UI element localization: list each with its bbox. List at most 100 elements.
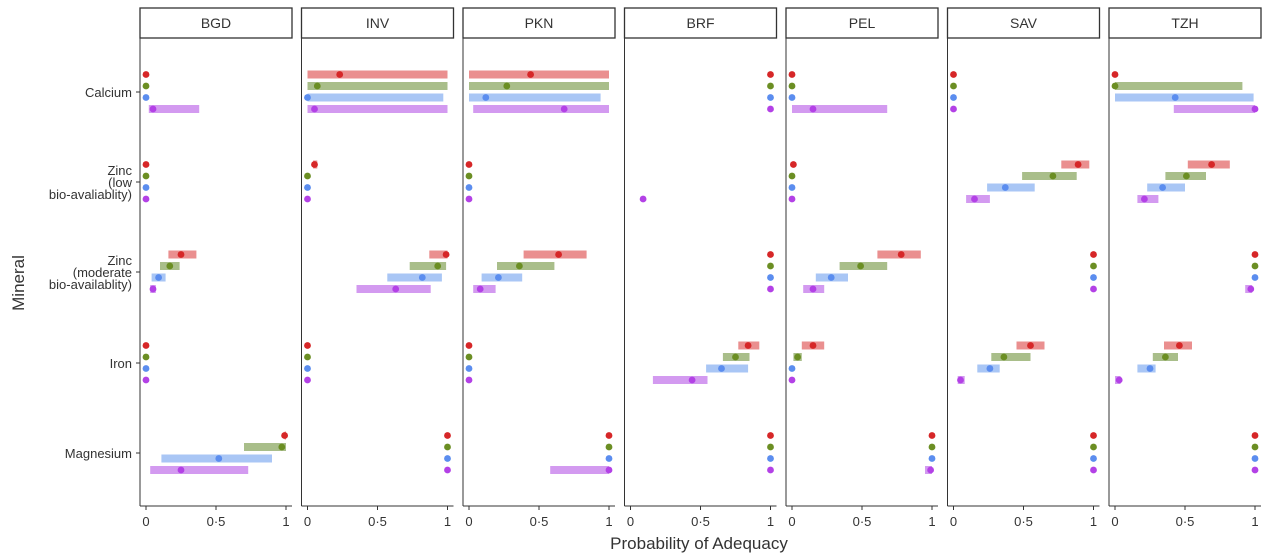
- estimate-point: [278, 443, 286, 451]
- interval-bar: [473, 105, 609, 113]
- estimate-point: [1146, 365, 1154, 372]
- estimate-point: [928, 455, 936, 462]
- x-tick-label: 0: [465, 514, 472, 529]
- estimate-point: [465, 195, 473, 203]
- x-tick-label: 1: [282, 514, 289, 529]
- mineral-label: Calcium: [85, 85, 132, 100]
- estimate-point: [142, 71, 150, 78]
- estimate-point: [1176, 342, 1183, 349]
- estimate-point: [177, 466, 185, 474]
- mineral-label: Iron: [110, 356, 132, 371]
- interval-bar: [550, 466, 609, 474]
- estimate-point: [1000, 353, 1008, 361]
- estimate-point: [1251, 274, 1259, 281]
- estimate-point: [639, 195, 647, 203]
- interval-bar: [706, 364, 749, 373]
- interval-bar: [481, 273, 523, 282]
- estimate-point: [560, 105, 568, 113]
- estimate-point: [1090, 455, 1097, 462]
- estimate-point: [444, 432, 451, 439]
- interval-bar: [469, 82, 609, 90]
- estimate-point: [767, 443, 774, 451]
- estimate-point: [142, 376, 150, 384]
- estimate-point: [1090, 285, 1097, 293]
- estimate-point: [950, 82, 957, 90]
- estimate-point: [794, 353, 801, 361]
- facet-strip: [946, 7, 1101, 39]
- x-axis-title: Probability of Adequacy: [610, 534, 788, 553]
- estimate-point: [465, 353, 473, 361]
- mineral-label: Zinc: [107, 163, 132, 178]
- facet-tzh: TZH 0 0·5 1: [1108, 7, 1262, 529]
- estimate-point: [465, 172, 473, 180]
- estimate-point: [790, 161, 797, 168]
- interval-bar: [991, 353, 1031, 361]
- x-tick-label: 1: [605, 514, 612, 529]
- facet-strip: [462, 7, 616, 39]
- estimate-point: [281, 432, 288, 439]
- estimate-point: [304, 195, 311, 203]
- estimate-point: [957, 376, 964, 384]
- estimate-point: [605, 443, 613, 451]
- estimate-point: [304, 365, 311, 372]
- estimate-point: [1251, 432, 1259, 439]
- estimate-point: [1162, 353, 1169, 361]
- estimate-point: [788, 82, 796, 90]
- estimate-point: [1090, 251, 1097, 258]
- estimate-point: [605, 432, 613, 439]
- estimate-point: [392, 285, 400, 293]
- interval-bar: [307, 93, 444, 102]
- estimate-point: [1251, 105, 1259, 113]
- interval-bar: [497, 262, 555, 270]
- x-tick-label: 0·5: [530, 514, 549, 529]
- estimate-point: [986, 365, 994, 372]
- estimate-point: [1247, 285, 1255, 293]
- estimate-point: [166, 262, 174, 270]
- x-tick-label: 0·5: [207, 514, 226, 529]
- estimate-point: [1251, 455, 1259, 462]
- estimate-point: [767, 82, 774, 90]
- estimate-point: [177, 251, 185, 258]
- estimate-point: [767, 71, 774, 78]
- estimate-point: [688, 376, 696, 384]
- estimate-point: [149, 105, 157, 113]
- facet-strip: [785, 7, 939, 39]
- facet-inv: INV 0 0·5 1: [300, 7, 455, 529]
- estimate-point: [1049, 172, 1057, 180]
- estimate-point: [767, 285, 774, 293]
- estimate-point: [311, 105, 318, 113]
- estimate-point: [313, 82, 321, 90]
- estimate-point: [1159, 184, 1166, 191]
- estimate-point: [304, 172, 311, 180]
- estimate-point: [434, 262, 442, 270]
- x-tick-label: 0·5: [1014, 514, 1033, 529]
- estimate-point: [809, 105, 817, 113]
- interval-bar: [429, 250, 448, 259]
- estimate-point: [788, 71, 796, 78]
- estimate-point: [767, 105, 774, 113]
- estimate-point: [605, 466, 613, 474]
- estimate-point: [418, 274, 426, 281]
- interval-bar: [409, 262, 447, 270]
- estimate-point: [1001, 184, 1009, 191]
- interval-bar: [307, 105, 448, 113]
- estimate-point: [928, 443, 936, 451]
- x-tick-label: 0: [627, 514, 634, 529]
- estimate-point: [950, 71, 957, 78]
- estimate-point: [718, 365, 725, 372]
- estimate-point: [304, 342, 311, 349]
- estimate-point: [465, 342, 473, 349]
- estimate-point: [444, 443, 451, 451]
- interval-bar: [148, 105, 200, 113]
- x-tick-label: 1: [1251, 514, 1258, 529]
- estimate-point: [767, 274, 774, 281]
- facet-pel: PEL 0 0·5 1: [785, 7, 939, 529]
- estimate-point: [788, 195, 796, 203]
- estimate-point: [767, 251, 774, 258]
- facet-strip-label: PKN: [525, 15, 554, 31]
- estimate-point: [767, 455, 774, 462]
- interval-bar: [244, 443, 286, 451]
- estimate-point: [516, 262, 523, 270]
- x-tick-label: 0·5: [1176, 514, 1195, 529]
